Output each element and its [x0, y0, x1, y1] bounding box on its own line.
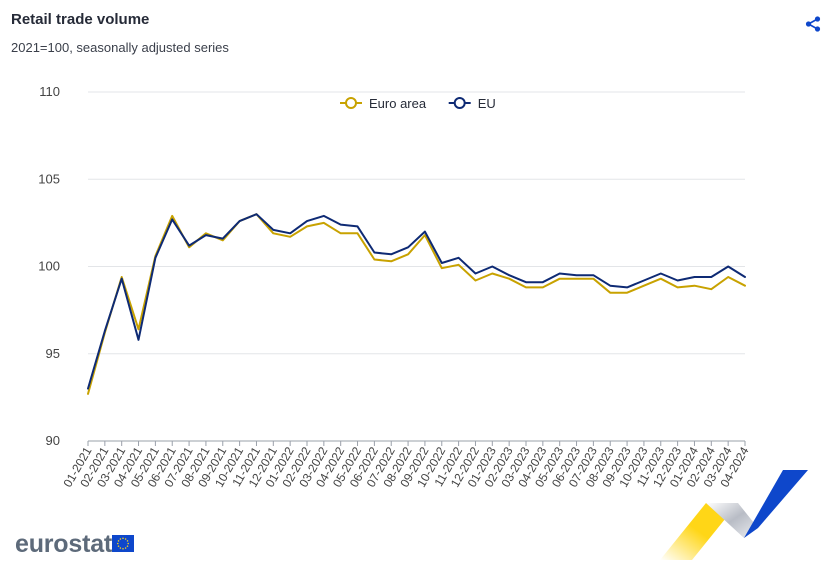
eurostat-wordmark: eurostat — [15, 530, 113, 558]
series-layer — [87, 213, 746, 395]
flag-star — [124, 547, 127, 549]
axis-layer: 909510010511001-202102-202103-202104-202… — [38, 84, 751, 490]
y-tick-label: 100 — [38, 259, 60, 274]
y-tick-label: 105 — [38, 171, 60, 186]
flag-star — [127, 542, 129, 545]
flag-star — [122, 547, 124, 550]
legend-marker — [345, 97, 357, 109]
y-tick-label: 95 — [46, 346, 60, 361]
legend-item-eu[interactable]: EU — [448, 96, 496, 111]
flag-star — [124, 538, 127, 540]
legend-label: EU — [478, 96, 496, 111]
y-tick-label: 90 — [46, 433, 60, 448]
legend-marker — [453, 97, 466, 109]
legend-item-euro-area[interactable]: Euro area — [340, 96, 427, 111]
grid-layer — [88, 91, 745, 442]
share-icon[interactable] — [805, 16, 821, 32]
flag-star — [122, 537, 124, 540]
flag-star — [119, 538, 122, 540]
flag-star — [119, 547, 122, 549]
eu-flag-icon — [112, 535, 134, 552]
legend-label: Euro area — [369, 96, 427, 111]
flag-star — [117, 542, 119, 545]
legend[interactable]: Euro area EU — [340, 96, 496, 111]
chart-subtitle: 2021=100, seasonally adjusted series — [11, 40, 229, 55]
flag-star — [117, 540, 120, 542]
eurostat-logo[interactable]: eurostat — [15, 530, 134, 558]
chart-title: Retail trade volume — [11, 11, 150, 28]
flag-star — [126, 540, 129, 542]
flag-star — [126, 545, 129, 547]
flag-star — [117, 545, 120, 547]
y-tick-label: 110 — [39, 84, 60, 99]
series-line-eu[interactable] — [87, 213, 746, 390]
brand-swoosh-graphic — [660, 470, 808, 560]
